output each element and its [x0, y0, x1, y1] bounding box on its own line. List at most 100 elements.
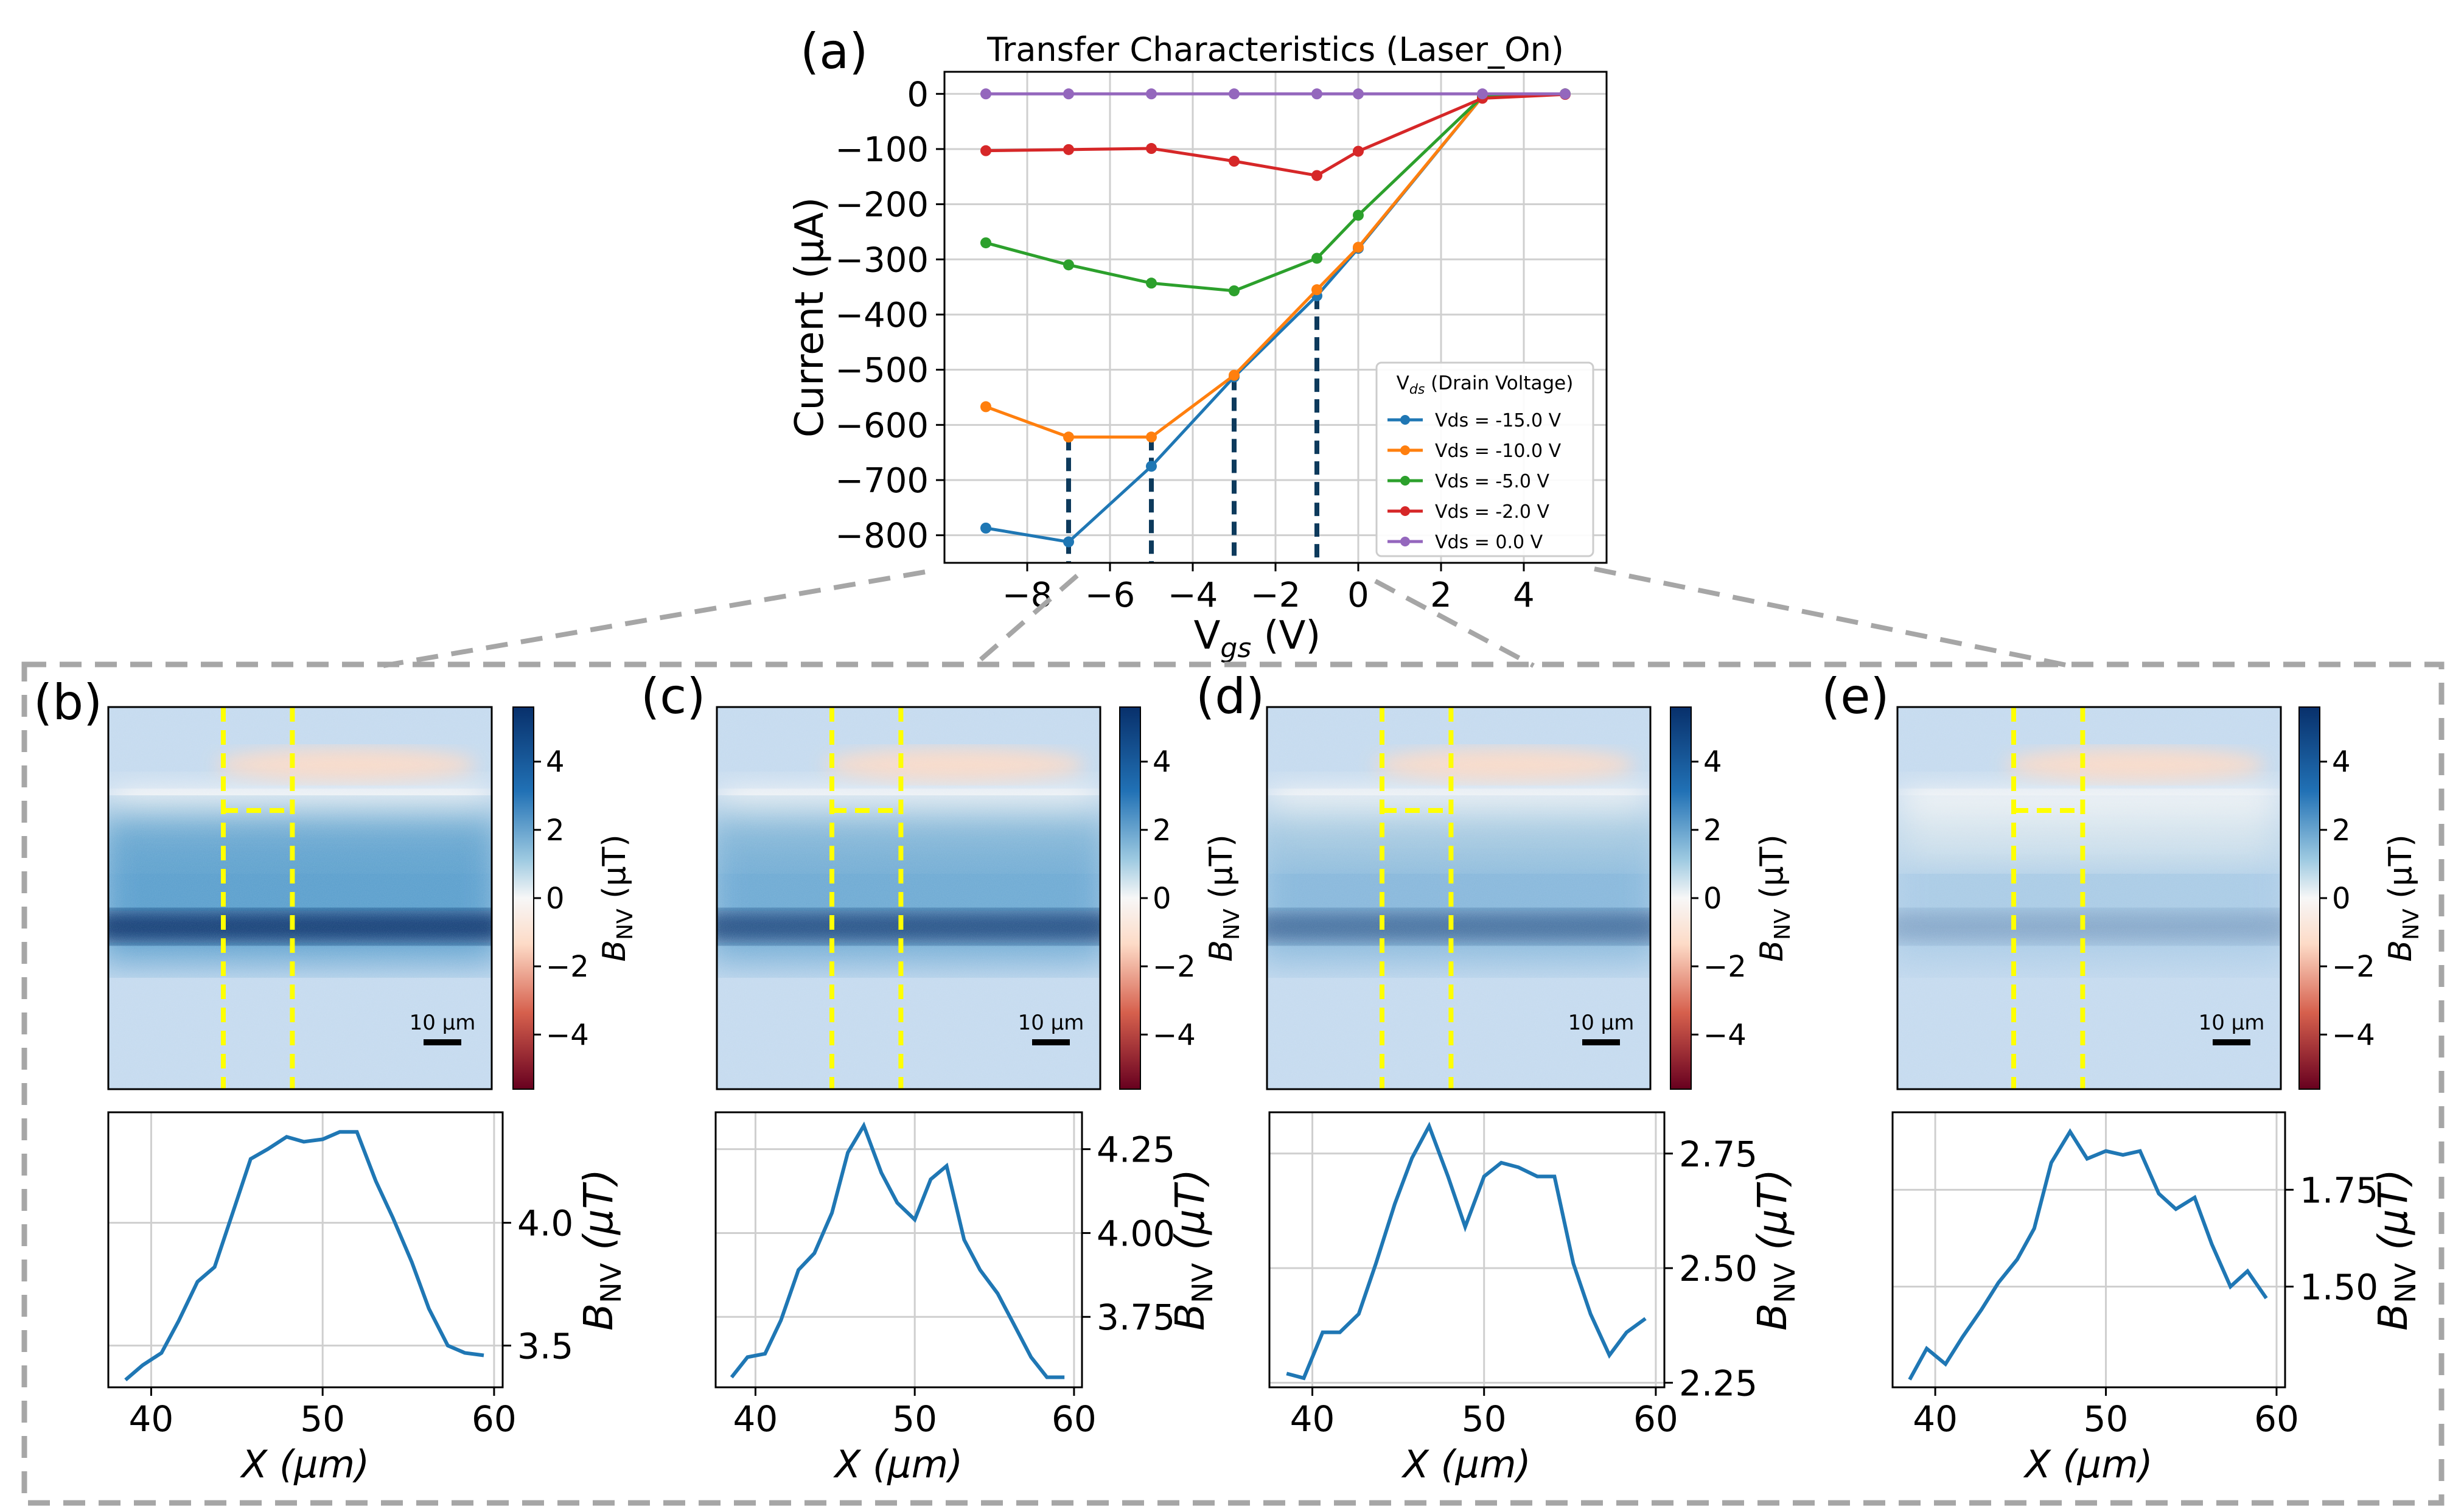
- field-maps: 10 µm 4 2 0 −2 −4 BNV (µT) 10 µm 4 2 0 −2 −4 BNV (µT)…: [107, 706, 2424, 1090]
- legend-title: Vds (Drain Voltage): [1397, 372, 1574, 397]
- scale-bar: [1032, 1039, 1070, 1045]
- x-tick-label: 40: [733, 1398, 778, 1440]
- legend-entry: Vds = -10.0 V: [1435, 441, 1562, 462]
- series-point: [1229, 369, 1240, 381]
- y-tick-label: 4.0: [517, 1203, 573, 1244]
- profile-plot-b: 40 50 603.5 4.0 X (μm) BNV (μT): [107, 1111, 627, 1486]
- series-point: [980, 88, 991, 100]
- chart-title: Transfer Characteristics (Laser_On): [986, 30, 1564, 69]
- series-point: [1146, 431, 1157, 443]
- series-point: [1229, 285, 1240, 296]
- legend-entry: Vds = 0.0 V: [1435, 532, 1543, 553]
- colorbar-tick-label: 4: [1703, 745, 1722, 779]
- colorbar-tick-label: −4: [546, 1018, 589, 1052]
- colorbar-tick-label: 0: [2332, 882, 2351, 916]
- y-axis-label: BNV (μT): [2370, 1169, 2422, 1331]
- series-point: [1146, 461, 1157, 472]
- legend-marker: [1400, 476, 1410, 486]
- colorbar-tick-label: 0: [1153, 882, 1171, 916]
- profile-line: [1286, 1121, 1647, 1381]
- series-point: [1311, 88, 1322, 100]
- plot-frame: [107, 1111, 504, 1389]
- series-point: [1063, 431, 1074, 443]
- series-point: [1560, 88, 1571, 100]
- panel-label-c: (c): [641, 668, 705, 725]
- legend-entry: Vds = -2.0 V: [1435, 501, 1549, 523]
- panel-label-a: (a): [800, 23, 868, 80]
- y-tick-label: −800: [835, 517, 929, 556]
- map-frame: [107, 706, 493, 1090]
- series-point: [1353, 88, 1364, 100]
- colorbar-tick-label: −2: [2332, 950, 2375, 984]
- series-point: [980, 522, 991, 534]
- connector: [972, 573, 1079, 668]
- y-tick-label: 3.75: [1097, 1297, 1175, 1338]
- y-tick-label: 3.5: [517, 1325, 573, 1367]
- series-point: [980, 401, 991, 413]
- series-line-2: [985, 92, 1566, 293]
- x-tick-label: 40: [129, 1398, 174, 1440]
- series-point: [1146, 88, 1157, 100]
- connector: [383, 570, 926, 668]
- y-tick-label: 0: [907, 75, 929, 114]
- y-tick-label: −500: [835, 351, 929, 391]
- x-tick-label: 50: [2084, 1398, 2129, 1440]
- y-axis-label: Current (µA): [787, 197, 832, 437]
- series-point: [1063, 259, 1074, 271]
- series-point: [1311, 253, 1322, 264]
- plot-frame: [1268, 1111, 1666, 1389]
- x-tick-label: 2: [1430, 576, 1452, 615]
- legend-marker: [1400, 506, 1410, 516]
- series-point: [1063, 144, 1074, 155]
- x-axis-label: X (μm): [833, 1442, 963, 1486]
- y-tick-label: 1.50: [2300, 1266, 2378, 1308]
- colorbar: [1119, 706, 1141, 1090]
- legend-entry: Vds = -15.0 V: [1435, 410, 1562, 431]
- y-tick-label: 2.25: [1679, 1362, 1757, 1404]
- legend-marker: [1400, 415, 1410, 425]
- map-noise: [1267, 707, 1650, 1089]
- x-axis-label: X (μm): [240, 1442, 369, 1486]
- colorbar-tick-label: 2: [1703, 814, 1722, 848]
- colorbar-tick-label: 2: [546, 814, 565, 848]
- colorbar-label: BNV (µT): [1754, 834, 1795, 961]
- series-point: [1146, 277, 1157, 289]
- colorbar-tick-label: 2: [1153, 814, 1171, 848]
- colorbar: [1670, 706, 1692, 1090]
- x-tick-label: 60: [1052, 1398, 1097, 1440]
- field-map-b: 10 µm 4 2 0 −2 −4 BNV (µT): [107, 706, 638, 1090]
- line-profiles: 40 50 603.54.0X (μm)BNV (μT)40 50 603.754.00…: [107, 1111, 2422, 1486]
- colorbar-tick-label: −4: [1153, 1018, 1196, 1052]
- colorbar-tick-label: −2: [546, 950, 589, 984]
- series-point: [1477, 88, 1488, 100]
- y-tick-label: 4.25: [1097, 1129, 1175, 1171]
- connector: [1374, 579, 1535, 668]
- colorbar-tick-label: 4: [1153, 745, 1171, 779]
- colorbar-tick-label: −4: [1703, 1018, 1747, 1052]
- series-point: [980, 145, 991, 156]
- y-tick-label: −200: [835, 186, 929, 225]
- series-line-3: [985, 92, 1566, 178]
- profile-line: [1908, 1128, 2268, 1381]
- plot-frame: [1891, 1111, 2286, 1389]
- map-noise: [717, 707, 1100, 1089]
- x-tick-label: 50: [300, 1398, 345, 1440]
- x-axis-label: X (μm): [2023, 1442, 2152, 1486]
- colorbar-tick-label: −2: [1153, 950, 1196, 984]
- x-tick-label: −4: [1168, 576, 1218, 615]
- series-point: [1311, 170, 1322, 181]
- profile-line: [124, 1130, 484, 1382]
- scale-bar: [424, 1039, 461, 1045]
- x-tick-label: 4: [1513, 576, 1535, 615]
- profile-line: [730, 1121, 1065, 1379]
- legend-marker: [1400, 537, 1410, 546]
- scale-bar-label: 10 µm: [1568, 1011, 1635, 1035]
- scale-bar-label: 10 µm: [2199, 1011, 2265, 1035]
- colorbar-tick-label: 0: [1703, 882, 1722, 916]
- panel-label-b: (b): [33, 674, 102, 731]
- map-noise: [108, 707, 492, 1089]
- series-point: [1146, 143, 1157, 155]
- x-tick-label: 60: [1633, 1398, 1678, 1440]
- profile-plot-c: 40 50 60 3.75 4.00 4.25 X (μm) BNV (μT): [714, 1111, 1219, 1486]
- x-tick-label: 40: [1290, 1398, 1335, 1440]
